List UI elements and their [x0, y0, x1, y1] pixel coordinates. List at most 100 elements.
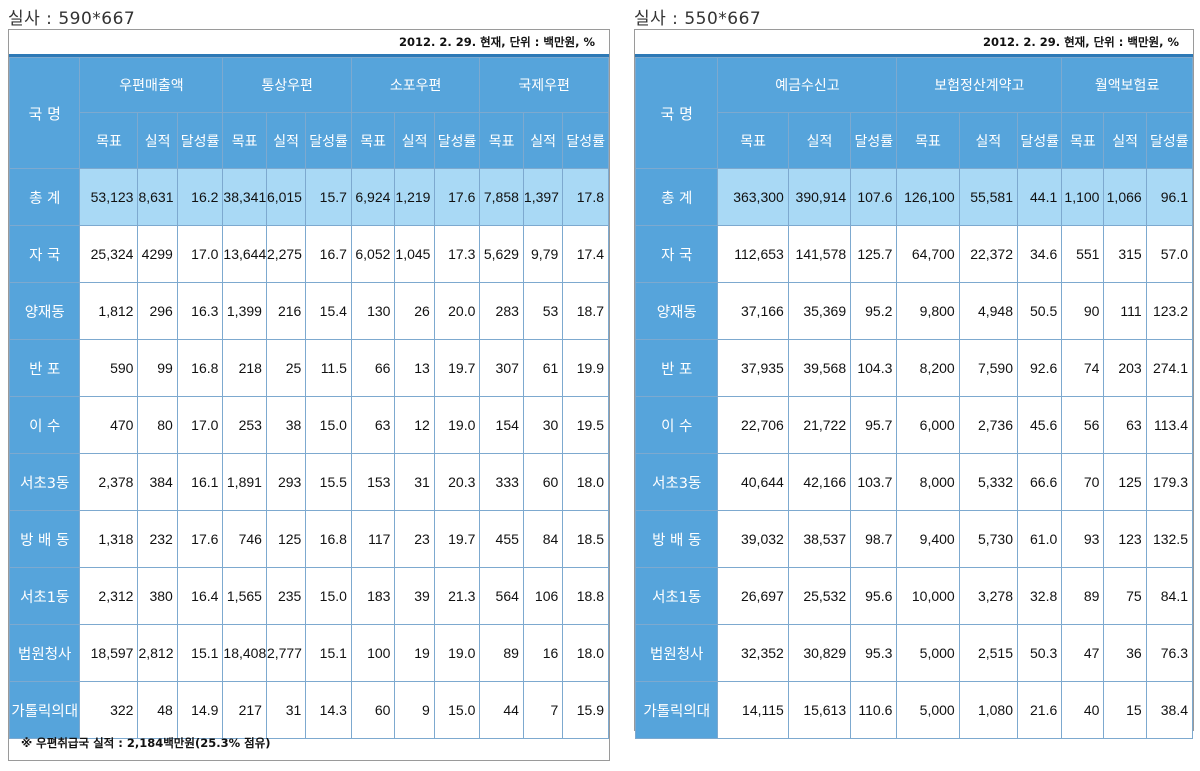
table-cell: 551	[1061, 225, 1105, 283]
table-cell: 66.6	[1017, 453, 1063, 511]
table-cell: 19.0	[433, 624, 481, 682]
office-name: 서초1동	[8, 567, 81, 625]
office-name: 자 국	[634, 225, 719, 283]
table-cell: 9,800	[896, 282, 960, 340]
table-cell: 104.3	[850, 339, 898, 397]
subheader-rate: 달성률	[305, 112, 352, 169]
table-cell: 5,000	[896, 624, 960, 682]
subheader-rate: 달성률	[433, 112, 481, 169]
table-cell: 8,200	[896, 339, 960, 397]
table-cell: 4299	[137, 225, 178, 283]
table-cell: 53,123	[79, 168, 139, 226]
table-row: 방 배 동 1,318 232 17.6 746 125 16.8 117 23 19.7 455 8…	[8, 510, 609, 568]
table-cell: 16	[522, 624, 564, 682]
table-cell: 21.6	[1017, 681, 1063, 739]
table-cell: 32,352	[717, 624, 789, 682]
table-cell: 232	[137, 510, 178, 568]
table-cell: 112,653	[717, 225, 789, 283]
table-cell: 39,032	[717, 510, 789, 568]
table-cell: 26	[394, 282, 435, 340]
table-cell: 19	[394, 624, 435, 682]
table-row: 양재동 1,812 296 16.3 1,399 216 15.4 130 26 20.0 283 5…	[8, 282, 609, 340]
table-cell: 63	[350, 396, 396, 454]
table-cell: 16.3	[176, 282, 224, 340]
subheader-rate: 달성률	[850, 112, 898, 169]
table-cell: 37,166	[717, 282, 789, 340]
table-cell: 16.8	[176, 339, 224, 397]
subheader-actual: 실적	[394, 112, 435, 169]
table-cell: 92.6	[1017, 339, 1063, 397]
table-cell: 15.0	[305, 396, 352, 454]
table-cell: 84	[522, 510, 564, 568]
table-cell: 7,858	[479, 168, 524, 226]
table-cell: 179.3	[1145, 453, 1194, 511]
subheader-actual: 실적	[1103, 112, 1147, 169]
table-cell: 48	[137, 681, 178, 739]
table-cell: 93	[1061, 510, 1105, 568]
subheader-actual: 실적	[787, 112, 852, 169]
table-cell: 7	[522, 681, 564, 739]
office-name: 서초1동	[634, 567, 719, 625]
table-cell: 1,080	[958, 681, 1019, 739]
left-report-panel: 2012. 2. 29. 현재, 단위 : 백만원, % 국 명 우편매출액 통상우…	[8, 29, 610, 761]
table-cell: 50.5	[1017, 282, 1063, 340]
table-cell: 70	[1061, 453, 1105, 511]
table-cell: 117	[350, 510, 396, 568]
table-cell: 9,79	[522, 225, 564, 283]
table-cell: 17.3	[433, 225, 481, 283]
table-cell: 18,597	[79, 624, 139, 682]
table-cell: 38,537	[787, 510, 852, 568]
table-row: 반 포 590 99 16.8 218 25 11.5 66 13 19.7 307 61 19.9	[8, 339, 609, 397]
table-cell: 15.5	[305, 453, 352, 511]
table-cell: 25	[265, 339, 307, 397]
table-row: 자 국 25,324 4299 17.0 13,644 2,275 16.7 6,052 1,0…	[8, 225, 609, 283]
table-row: 방 배 동 39,032 38,537 98.7 9,400 5,730 61.0 93 123…	[634, 510, 1194, 568]
group-header: 우편매출액	[79, 57, 224, 113]
table-cell: 16.8	[305, 510, 352, 568]
table-cell: 18.0	[562, 453, 609, 511]
table-row: 서초1동 26,697 25,532 95.6 10,000 3,278 32.8 89 75 8…	[634, 567, 1194, 625]
table-row: 반 포 37,935 39,568 104.3 8,200 7,590 92.6 74 203 2…	[634, 339, 1194, 397]
table-cell: 203	[1103, 339, 1147, 397]
office-name: 이 수	[8, 396, 81, 454]
table-cell: 40	[1061, 681, 1105, 739]
table-cell: 19.5	[562, 396, 609, 454]
table-cell: 15.1	[305, 624, 352, 682]
table-cell: 1,100	[1061, 168, 1105, 226]
office-name: 법원청사	[8, 624, 81, 682]
table-cell: 22,372	[958, 225, 1019, 283]
table-cell: 57.0	[1145, 225, 1194, 283]
office-name: 양재동	[634, 282, 719, 340]
office-name: 총 계	[634, 168, 719, 226]
table-cell: 95.2	[850, 282, 898, 340]
table-row: 서초3동 2,378 384 16.1 1,891 293 15.5 153 31 20.3 333…	[8, 453, 609, 511]
left-footnote: ※ 우편취급국 실적 : 2,184백만원(25.3% 점유)	[21, 736, 271, 750]
table-cell: 17.8	[562, 168, 609, 226]
table-cell: 39,568	[787, 339, 852, 397]
table-cell: 1,397	[522, 168, 564, 226]
table-cell: 44.1	[1017, 168, 1063, 226]
table-cell: 11.5	[305, 339, 352, 397]
table-cell: 18.0	[562, 624, 609, 682]
table-cell: 253	[222, 396, 267, 454]
table-cell: 23	[394, 510, 435, 568]
name-column-header: 국 명	[8, 57, 81, 169]
office-name: 가톨릭의대	[634, 681, 719, 739]
table-cell: 6,924	[350, 168, 396, 226]
table-cell: 6,015	[265, 168, 307, 226]
subheader-rate: 달성률	[1017, 112, 1063, 169]
subheader-actual: 실적	[958, 112, 1019, 169]
right-table: 국 명 예금수신고 보험정산계약고 월액보험료 목표 실적 달성률 목표 실적 달성률 목표 실적 달…	[634, 57, 1194, 739]
table-cell: 32.8	[1017, 567, 1063, 625]
table-cell: 111	[1103, 282, 1147, 340]
office-name: 방 배 동	[634, 510, 719, 568]
table-cell: 17.4	[562, 225, 609, 283]
table-cell: 2,515	[958, 624, 1019, 682]
table-cell: 13,644	[222, 225, 267, 283]
table-cell: 4,948	[958, 282, 1019, 340]
table-cell: 315	[1103, 225, 1147, 283]
table-cell: 21,722	[787, 396, 852, 454]
table-cell: 12	[394, 396, 435, 454]
table-cell: 235	[265, 567, 307, 625]
table-row: 법원청사 18,597 2,812 15.1 18,408 2,777 15.1 100 19 1…	[8, 624, 609, 682]
